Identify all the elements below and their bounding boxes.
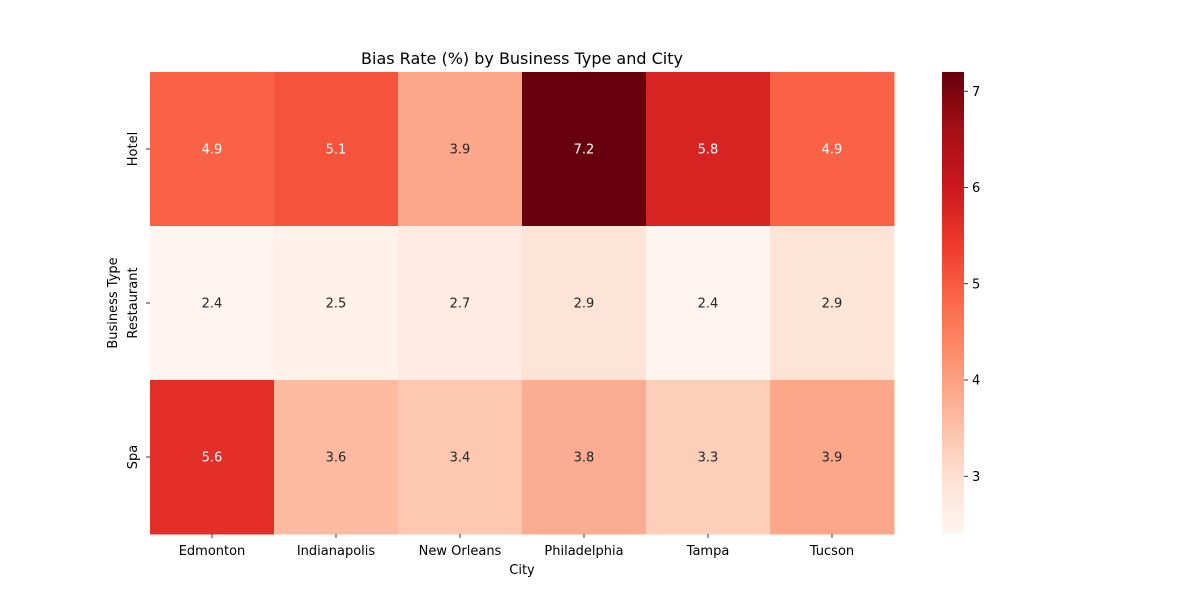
heatmap-cell — [770, 72, 895, 227]
colorbar-tick-label: 4 — [972, 374, 980, 389]
heatmap-cell — [150, 72, 275, 227]
cell-value-label: 2.7 — [450, 297, 471, 312]
y-tick-label: Spa — [126, 445, 141, 469]
heatmap-cell — [522, 380, 647, 535]
heatmap-cell — [646, 380, 771, 535]
x-tick-label: Tampa — [686, 544, 730, 559]
heatmap-cells — [150, 72, 895, 535]
cell-value-label: 2.9 — [822, 297, 843, 312]
heatmap-cell — [522, 226, 647, 381]
heatmap-cell — [522, 72, 647, 227]
y-tick-label: Restaurant — [126, 267, 141, 338]
colorbar-tick-label: 5 — [972, 277, 980, 292]
heatmap-cell — [150, 380, 275, 535]
x-tick-label: New Orleans — [419, 544, 502, 559]
colorbar-gradient — [942, 72, 964, 534]
cell-value-label: 4.9 — [822, 143, 843, 158]
cell-value-label: 3.6 — [326, 451, 347, 466]
x-axis: Edmonton Indianapolis New Orleans Philadelp… — [179, 534, 854, 559]
heatmap-cell — [646, 226, 771, 381]
y-axis: Hotel Restaurant Spa — [126, 132, 150, 469]
heatmap-cell-labels: 4.9 5.1 3.9 7.2 5.8 4.9 2.4 2.5 2.7 2.9 2.4 2.9 5.6 3… — [202, 143, 843, 466]
cell-value-label: 3.8 — [574, 451, 595, 466]
x-axis-label: City — [509, 563, 535, 578]
heatmap-cell — [398, 226, 523, 381]
x-tick-label: Philadelphia — [544, 544, 623, 559]
heatmap-cell — [770, 226, 895, 381]
cell-value-label: 2.4 — [202, 297, 223, 312]
heatmap-cell — [398, 72, 523, 227]
y-axis-label: Business Type — [106, 257, 121, 348]
cell-value-label: 5.1 — [326, 143, 347, 158]
cell-value-label: 3.4 — [450, 451, 471, 466]
cell-value-label: 2.5 — [326, 297, 347, 312]
x-tick-label: Tucson — [809, 544, 854, 559]
x-tick-label: Indianapolis — [297, 544, 376, 559]
colorbar-tick-label: 3 — [972, 470, 980, 485]
cell-value-label: 3.9 — [450, 143, 471, 158]
cell-value-label: 2.4 — [698, 297, 719, 312]
y-tick-label: Hotel — [126, 132, 141, 166]
heatmap-cell — [150, 226, 275, 381]
heatmap-cell — [770, 380, 895, 535]
heatmap-cell — [274, 226, 399, 381]
cell-value-label: 7.2 — [574, 143, 595, 158]
cell-value-label: 2.9 — [574, 297, 595, 312]
colorbar: 3 4 5 6 7 — [942, 72, 980, 534]
cell-value-label: 5.6 — [202, 451, 223, 466]
cell-value-label: 4.9 — [202, 143, 223, 158]
heatmap-cell — [646, 72, 771, 227]
cell-value-label: 5.8 — [698, 143, 719, 158]
heatmap-cell — [274, 72, 399, 227]
colorbar-tick-label: 7 — [972, 85, 980, 100]
cell-value-label: 3.9 — [822, 451, 843, 466]
colorbar-tick-label: 6 — [972, 181, 980, 196]
chart-title: Bias Rate (%) by Business Type and City — [361, 49, 683, 68]
heatmap-cell — [398, 380, 523, 535]
heatmap-cell — [274, 380, 399, 535]
x-tick-label: Edmonton — [179, 544, 246, 559]
cell-value-label: 3.3 — [698, 451, 719, 466]
